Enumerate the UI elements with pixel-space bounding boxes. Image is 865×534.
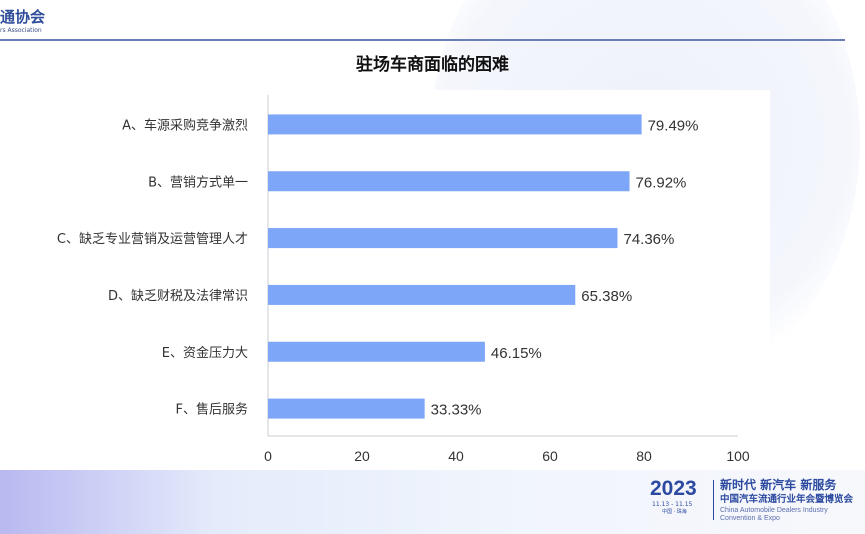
category-label: B、营销方式单一: [148, 174, 248, 190]
data-label: 33.33%: [431, 402, 482, 419]
data-label: 74.36%: [623, 231, 674, 248]
logo: 通协会: [0, 8, 46, 26]
category-label: D、缺乏财税及法律常识: [108, 289, 248, 304]
header-divider: [0, 39, 845, 41]
category-label: F、售后服务: [176, 402, 248, 418]
x-tick-label: 60: [542, 448, 558, 464]
bar: [268, 114, 642, 135]
event-name-cn: 中国汽车流通行业年会暨博览会: [720, 494, 854, 505]
category-label: C、缺乏专业营销及运营管理人才: [57, 232, 248, 247]
bar: [268, 228, 618, 249]
category-label: A、车源采购竞争激烈: [122, 117, 248, 133]
event-place: 中国 · 珠海: [662, 509, 687, 515]
event-year: 2023: [650, 477, 697, 500]
divider: [713, 480, 714, 520]
x-tick-label: 80: [636, 448, 652, 464]
bar: [268, 341, 485, 362]
x-tick-label: 0: [264, 448, 272, 464]
x-tick-label: 100: [726, 448, 750, 464]
data-label: 46.15%: [491, 345, 542, 362]
data-label: 76.92%: [636, 174, 687, 191]
event-slogan: 新时代 新汽车 新服务: [720, 478, 837, 492]
logo-subtitle: rs Association: [0, 27, 42, 34]
chart-title: 驻场车商面临的困难: [356, 55, 509, 75]
category-label: E、资金压力大: [162, 345, 248, 361]
background-band: [0, 470, 865, 534]
event-name-en: China Automobile Dealers Industry Conven…: [720, 507, 828, 522]
x-tick-label: 40: [448, 448, 464, 464]
data-label: 65.38%: [581, 288, 632, 305]
event-banner: 2023 11.13 - 11.15 中国 · 珠海 新时代 新汽车 新服务 中…: [650, 478, 862, 530]
bar: [268, 398, 425, 419]
bar: [268, 171, 630, 192]
x-tick-label: 20: [354, 448, 370, 464]
event-dates: 11.13 - 11.15: [652, 501, 693, 508]
bar: [268, 284, 576, 305]
data-label: 79.49%: [648, 117, 699, 134]
